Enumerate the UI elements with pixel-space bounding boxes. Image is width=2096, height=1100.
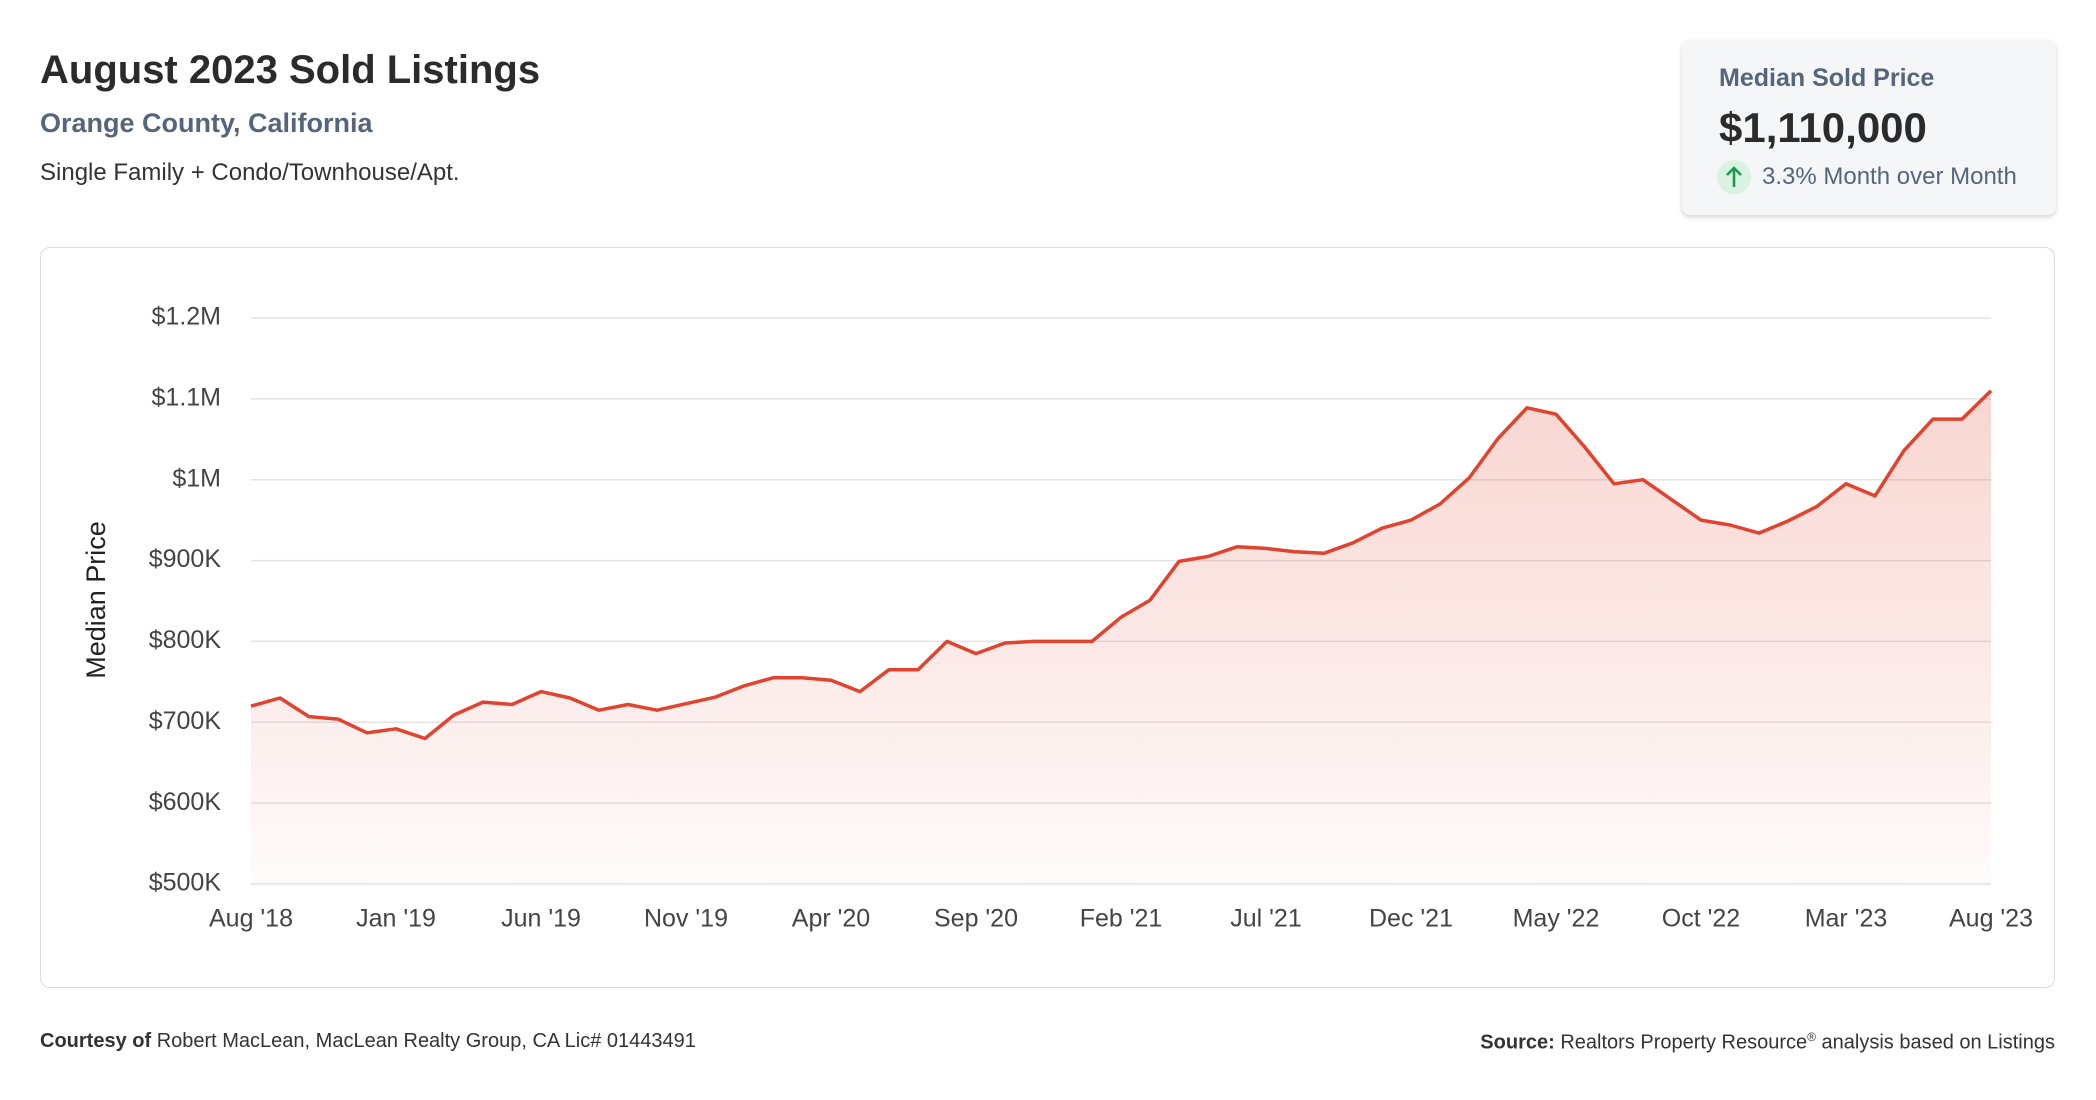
card-label: Median Sold Price	[1719, 64, 1935, 92]
summary-card: Median Sold Price $1,110,000 3.3% Month …	[1682, 40, 2056, 215]
courtesy-text: Robert MacLean, MacLean Realty Group, CA…	[156, 1030, 696, 1052]
y-tick-label: $700K	[149, 707, 222, 735]
source: Source: Realtors Property Resource® anal…	[1480, 1030, 2055, 1055]
source-label: Source:	[1480, 1031, 1555, 1054]
x-tick-label: Feb '21	[1080, 905, 1163, 933]
courtesy: Courtesy of Robert MacLean, MacLean Real…	[40, 1030, 696, 1053]
y-tick-label: $1.2M	[152, 303, 221, 331]
x-tick-label: Jan '19	[356, 905, 436, 933]
x-tick-label: Nov '19	[644, 905, 728, 933]
x-tick-label: May '22	[1513, 905, 1600, 933]
x-tick-label: Jun '19	[501, 905, 581, 933]
x-tick-label: Aug '23	[1949, 905, 2033, 933]
x-tick-label: Jul '21	[1230, 905, 1301, 933]
x-tick-label: Apr '20	[792, 905, 870, 933]
source-text: Realtors Property Resource	[1560, 1031, 1808, 1054]
source-mark: ®	[1807, 1030, 1816, 1044]
x-tick-label: Sep '20	[934, 905, 1018, 933]
y-tick-label: $600K	[149, 788, 222, 816]
card-change: 3.3% Month over Month	[1762, 163, 2017, 190]
x-tick-label: Aug '18	[209, 905, 293, 933]
x-tick-label: Mar '23	[1805, 905, 1888, 933]
y-tick-label: $1.1M	[152, 383, 221, 411]
y-axis-label: Median Price	[81, 521, 111, 679]
courtesy-label: Courtesy of	[40, 1030, 152, 1052]
y-tick-label: $1M	[172, 464, 221, 492]
page-title: August 2023 Sold Listings	[40, 48, 541, 92]
price-line	[250, 389, 1993, 741]
location: Orange County, California	[40, 108, 373, 138]
up-icon	[1717, 160, 1751, 194]
card-value: $1,110,000	[1719, 104, 1927, 151]
x-tick-label: Dec '21	[1369, 905, 1453, 933]
x-tick-label: Oct '22	[1662, 905, 1740, 933]
property-types: Single Family + Condo/Townhouse/Apt.	[40, 159, 460, 186]
y-tick-label: $800K	[149, 626, 222, 654]
source-rest: analysis based on Listings	[1815, 1031, 2056, 1054]
chart-frame	[40, 247, 2055, 988]
y-tick-label: $500K	[149, 869, 222, 897]
y-tick-label: $900K	[149, 545, 222, 573]
area-fill	[251, 390, 1991, 884]
